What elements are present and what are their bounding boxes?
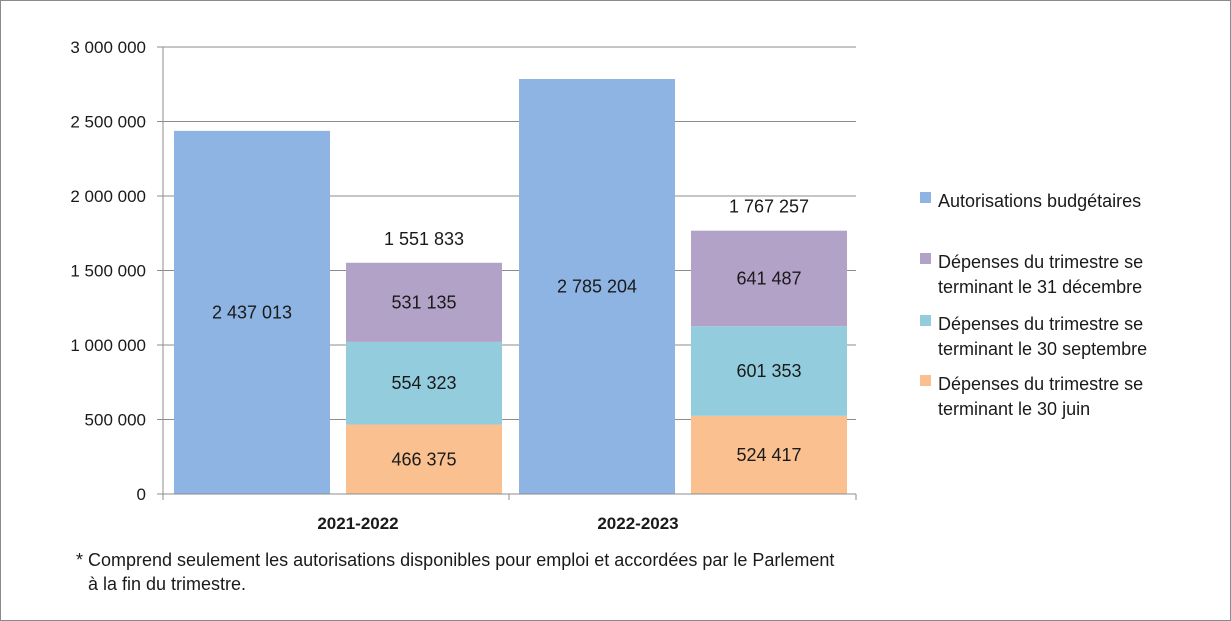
data-label-segment: 641 487: [736, 268, 801, 288]
legend-label-budget: Autorisations budgétaires: [938, 191, 1141, 211]
bar-segment: [691, 415, 847, 494]
y-tick-label: 1 500 000: [70, 262, 146, 281]
data-label-segment: 554 323: [391, 373, 456, 393]
legend-swatch: [920, 375, 931, 386]
bar-segment: [346, 341, 502, 425]
legend-label-line1: Dépenses du trimestre se: [938, 314, 1143, 334]
legend-label-line1: Dépenses du trimestre se: [938, 374, 1143, 394]
legend-swatch: [920, 253, 931, 264]
bar-segment: [346, 262, 502, 342]
data-label-segment: 466 375: [391, 449, 456, 469]
y-tick-label: 2 000 000: [70, 187, 146, 206]
footnote: * Comprend seulement les autorisations d…: [76, 548, 916, 596]
data-label-budget: 2 437 013: [212, 302, 292, 322]
bar-segment: [346, 424, 502, 494]
data-label-total: 1 767 257: [729, 197, 809, 217]
data-label-segment: 531 135: [391, 292, 456, 312]
data-label-budget: 2 785 204: [557, 277, 637, 297]
legend-label-line2: terminant le 30 juin: [938, 399, 1090, 419]
y-tick-label: 1 000 000: [70, 336, 146, 355]
y-tick-label: 500 000: [85, 411, 146, 430]
footnote-line-2: à la fin du trimestre.: [88, 574, 247, 594]
legend-label-line2: terminant le 31 décembre: [938, 277, 1142, 297]
legend-swatch: [920, 315, 931, 326]
bar-budget: [519, 79, 675, 494]
legend-swatch-budget: [920, 192, 931, 203]
data-label-segment: 601 353: [736, 361, 801, 381]
data-label-total: 1 551 833: [384, 229, 464, 249]
y-tick-label: 0: [137, 485, 146, 504]
y-tick-label: 3 000 000: [70, 38, 146, 57]
bar-budget: [174, 130, 330, 494]
footnote-line-1: * Comprend seulement les autorisations d…: [76, 550, 835, 570]
data-label-segment: 524 417: [736, 445, 801, 465]
x-category-label: 2022-2023: [597, 514, 678, 533]
bar-segment: [691, 230, 847, 327]
legend-label-line1: Dépenses du trimestre se: [938, 252, 1143, 272]
legend-label-line2: terminant le 30 septembre: [938, 339, 1147, 359]
y-tick-label: 2 500 000: [70, 113, 146, 132]
bar-segment: [691, 326, 847, 416]
x-category-label: 2021-2022: [317, 514, 398, 533]
